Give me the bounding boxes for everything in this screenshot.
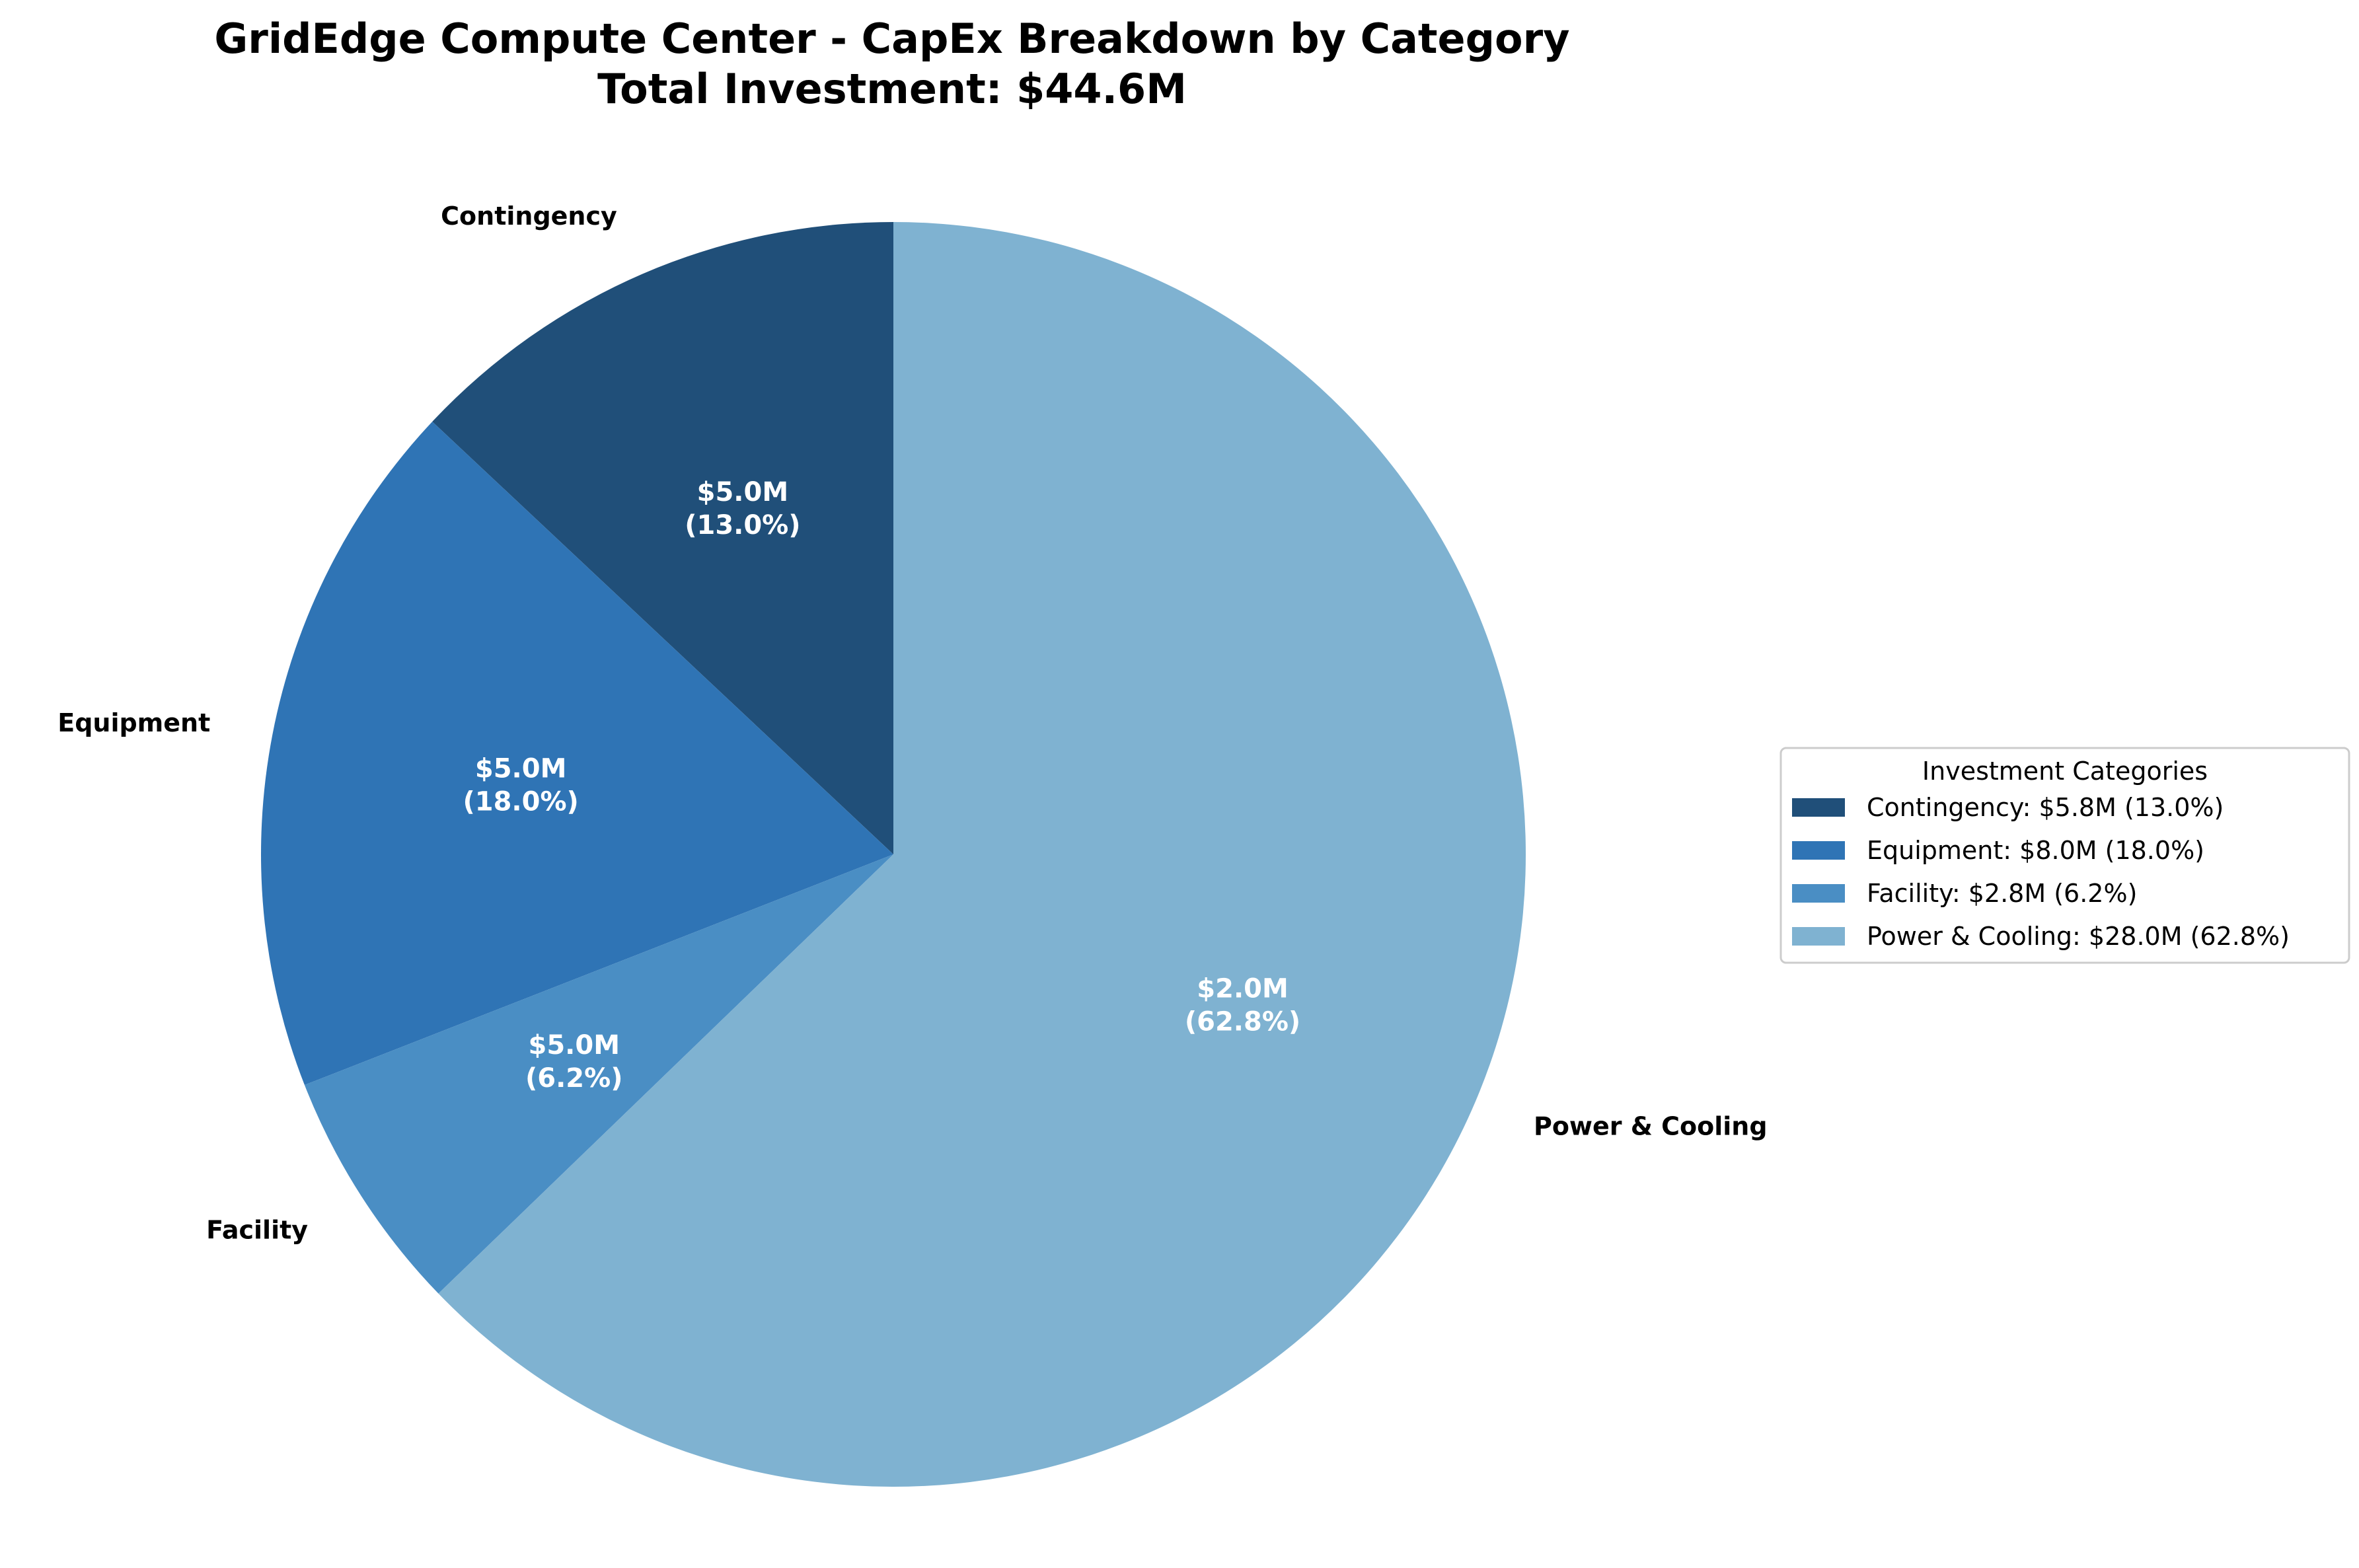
pie-slice-labels: $5.0M(13.0%)$5.0M(18.0%)$5.0M(6.2%)$2.0M… bbox=[463, 477, 1300, 1094]
slice-percent-label: (62.8%) bbox=[1185, 1006, 1300, 1037]
legend-label-facility: Facility: $2.8M (6.2%) bbox=[1867, 879, 2137, 908]
legend-label-equipment: Equipment: $8.0M (18.0%) bbox=[1867, 836, 2204, 865]
slice-percent-label: (6.2%) bbox=[525, 1063, 623, 1094]
pie-slices bbox=[260, 222, 1526, 1487]
slice-percent-label: (13.0%) bbox=[685, 510, 800, 541]
chart-title: GridEdge Compute Center - CapEx Breakdow… bbox=[214, 15, 1569, 63]
pie-slice-contingency bbox=[432, 222, 893, 854]
pie-slice-facility bbox=[304, 854, 894, 1294]
slice-value-label: $2.0M bbox=[1197, 973, 1289, 1004]
legend-label-power-and-cooling: Power & Cooling: $28.0M (62.8%) bbox=[1867, 922, 2290, 951]
slice-value-label: $5.0M bbox=[475, 753, 567, 784]
pie-slice-equipment bbox=[260, 422, 893, 1086]
legend: Investment Categories Contingency: $5.8M… bbox=[1779, 747, 2350, 964]
legend-label-contingency: Contingency: $5.8M (13.0%) bbox=[1867, 793, 2224, 822]
legend-swatch-power-and-cooling bbox=[1792, 927, 1845, 946]
legend-swatch-equipment bbox=[1792, 841, 1845, 860]
legend-frame bbox=[1779, 747, 2350, 964]
pie-slice-power-and-cooling bbox=[438, 222, 1526, 1487]
chart-subtitle: Total Investment: $44.6M bbox=[597, 65, 1187, 113]
category-label-facility: Facility bbox=[206, 1216, 308, 1245]
legend-swatch-facility bbox=[1792, 884, 1845, 903]
category-label-contingency: Contingency bbox=[441, 202, 617, 231]
legend-title: Investment Categories bbox=[1922, 757, 2208, 786]
slice-value-label: $5.0M bbox=[529, 1030, 620, 1061]
legend-items: Contingency: $5.8M (13.0%) Equipment: $8.… bbox=[1792, 793, 2290, 951]
category-label-equipment: Equipment bbox=[57, 708, 210, 737]
category-label-power-and-cooling: Power & Cooling bbox=[1534, 1111, 1768, 1140]
pie-category-labels: Contingency Equipment Facility Power & Cool… bbox=[57, 202, 1767, 1245]
slice-value-label: $5.0M bbox=[697, 477, 789, 507]
legend-swatch-contingency bbox=[1792, 798, 1845, 817]
slice-percent-label: (18.0%) bbox=[463, 786, 578, 817]
